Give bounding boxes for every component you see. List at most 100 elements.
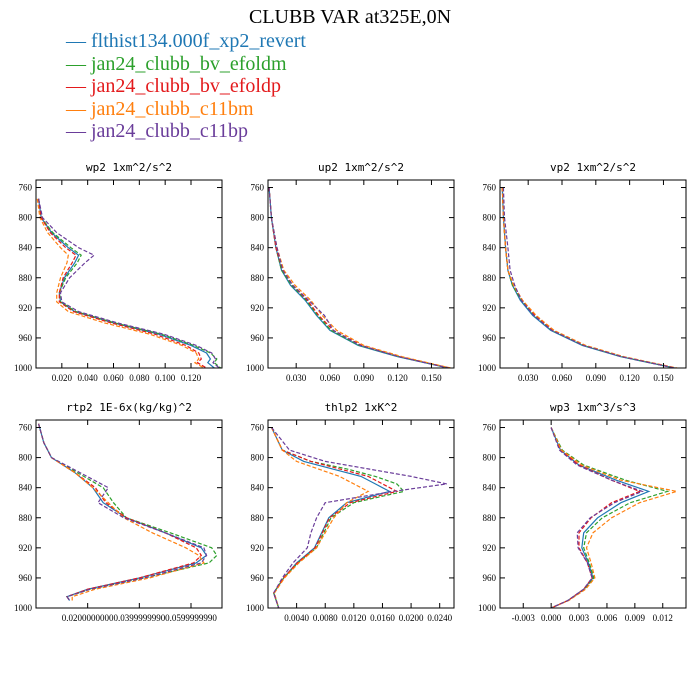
- y-tick-label: 960: [19, 333, 33, 343]
- y-tick-label: 920: [483, 543, 497, 553]
- x-tick-label: 0.0200000000: [62, 613, 114, 623]
- panel-title: vp2 1xm^2/s^2: [550, 161, 636, 174]
- y-tick-label: 1000: [14, 363, 33, 373]
- y-tick-label: 960: [483, 333, 497, 343]
- x-tick-label: 0.009: [625, 613, 646, 623]
- x-tick-label: 0.060: [320, 373, 341, 383]
- series-line-1: [268, 187, 450, 368]
- x-tick-label: 0.0599999990: [165, 613, 217, 623]
- x-tick-label: 0.0120: [341, 613, 366, 623]
- x-tick-label: 0.060: [552, 373, 573, 383]
- legend-label: jan24_clubb_c11bp: [91, 120, 249, 142]
- y-tick-label: 920: [19, 543, 33, 553]
- series-line-2: [38, 423, 203, 601]
- series-line-2: [550, 427, 642, 608]
- y-tick-label: 920: [483, 303, 497, 313]
- x-tick-label: 0.012: [653, 613, 673, 623]
- series-line-1: [501, 187, 675, 368]
- x-tick-label: 0.080: [129, 373, 150, 383]
- series-line-4: [38, 198, 220, 368]
- y-tick-label: 800: [483, 213, 497, 223]
- legend-label: flthist134.000f_xp2_revert: [91, 30, 306, 52]
- y-tick-label: 800: [19, 453, 33, 463]
- chart-panel-1: up2 1xm^2/s^2 760 800 840 880 920 960 1000 0.030…: [246, 161, 455, 383]
- plot-frame: [499, 179, 687, 369]
- y-tick-label: 760: [251, 183, 265, 193]
- legend-label: jan24_clubb_bv_efoldp: [91, 75, 281, 97]
- x-tick-label: 0.120: [181, 373, 202, 383]
- legend-marker: —: [66, 75, 91, 97]
- series-line-3: [501, 187, 678, 368]
- series-line-1: [38, 423, 218, 601]
- series-line-3: [271, 427, 370, 608]
- y-tick-label: 960: [251, 333, 265, 343]
- legend-entry-2: — jan24_clubb_bv_efoldp: [66, 75, 306, 98]
- y-tick-label: 1000: [246, 603, 265, 613]
- chart-panel-3: rtp2 1E-6x(kg/kg)^2 760 800 840 880 920 960 100…: [14, 401, 223, 623]
- x-tick-label: 0.030: [518, 373, 539, 383]
- x-tick-label: 0.120: [388, 373, 409, 383]
- y-tick-label: 800: [251, 213, 265, 223]
- y-tick-label: 840: [19, 243, 33, 253]
- x-tick-label: 0.150: [653, 373, 674, 383]
- plot-frame: [499, 419, 687, 609]
- series-line-1: [550, 427, 670, 608]
- y-tick-label: 760: [19, 183, 33, 193]
- x-tick-label: 0.003: [569, 613, 590, 623]
- series-line-3: [38, 423, 205, 601]
- y-tick-label: 880: [19, 273, 33, 283]
- panel-title: wp3 1xm^3/s^3: [550, 401, 636, 414]
- series-line-4: [271, 427, 447, 608]
- series-line-2: [38, 198, 207, 368]
- y-tick-label: 760: [483, 183, 497, 193]
- series-line-0: [38, 423, 208, 601]
- y-tick-label: 880: [251, 273, 265, 283]
- legend-entry-4: — jan24_clubb_c11bp: [66, 120, 306, 143]
- y-tick-label: 800: [251, 453, 265, 463]
- series-line-4: [38, 423, 208, 601]
- series-line-2: [271, 427, 399, 608]
- series-line-0: [268, 187, 449, 368]
- x-tick-label: 0.120: [620, 373, 641, 383]
- x-tick-label: 0.0399999990: [113, 613, 165, 623]
- x-tick-label: 0.006: [597, 613, 618, 623]
- series-line-3: [550, 427, 677, 608]
- legend-label: jan24_clubb_c11bm: [91, 97, 254, 120]
- y-tick-label: 760: [19, 423, 33, 433]
- legend-marker: —: [66, 30, 91, 52]
- y-tick-label: 840: [251, 243, 265, 253]
- x-tick-label: 0.090: [586, 373, 607, 383]
- x-tick-label: 0.020: [52, 373, 73, 383]
- y-tick-label: 840: [19, 483, 33, 493]
- series-line-4: [502, 187, 675, 368]
- y-tick-label: 840: [483, 243, 497, 253]
- series-line-3: [268, 187, 451, 368]
- x-tick-label: 0.060: [103, 373, 124, 383]
- y-tick-label: 760: [483, 423, 497, 433]
- legend-entry-0: — flthist134.000f_xp2_revert: [66, 30, 306, 53]
- legend-marker: —: [66, 120, 91, 142]
- plot-frame: [35, 419, 223, 609]
- plot-frame: [267, 179, 455, 369]
- chart-panel-0: wp2 1xm^2/s^2 760 800 840 880 920 960 1000 0.020…: [14, 161, 223, 383]
- panel-title: rtp2 1E-6x(kg/kg)^2: [66, 401, 192, 414]
- x-tick-label: 0.0040: [284, 613, 309, 623]
- legend-marker: —: [66, 97, 91, 120]
- y-tick-label: 760: [251, 423, 265, 433]
- x-tick-label: 0.030: [286, 373, 307, 383]
- series-line-0: [271, 427, 392, 608]
- chart-panel-2: vp2 1xm^2/s^2 760 800 840 880 920 960 1000 0.030…: [478, 161, 687, 383]
- legend: — flthist134.000f_xp2_revert — jan24_clu…: [66, 30, 306, 143]
- series-line-2: [268, 187, 450, 368]
- y-tick-label: 800: [483, 453, 497, 463]
- y-tick-label: 840: [483, 483, 497, 493]
- x-tick-label: 0.0160: [370, 613, 395, 623]
- x-tick-label: 0.000: [541, 613, 562, 623]
- y-tick-label: 800: [19, 213, 33, 223]
- x-tick-label: 0.0240: [427, 613, 452, 623]
- plot-frame: [267, 419, 455, 609]
- series-line-4: [550, 427, 644, 608]
- series-line-0: [501, 187, 675, 368]
- y-tick-label: 880: [483, 513, 497, 523]
